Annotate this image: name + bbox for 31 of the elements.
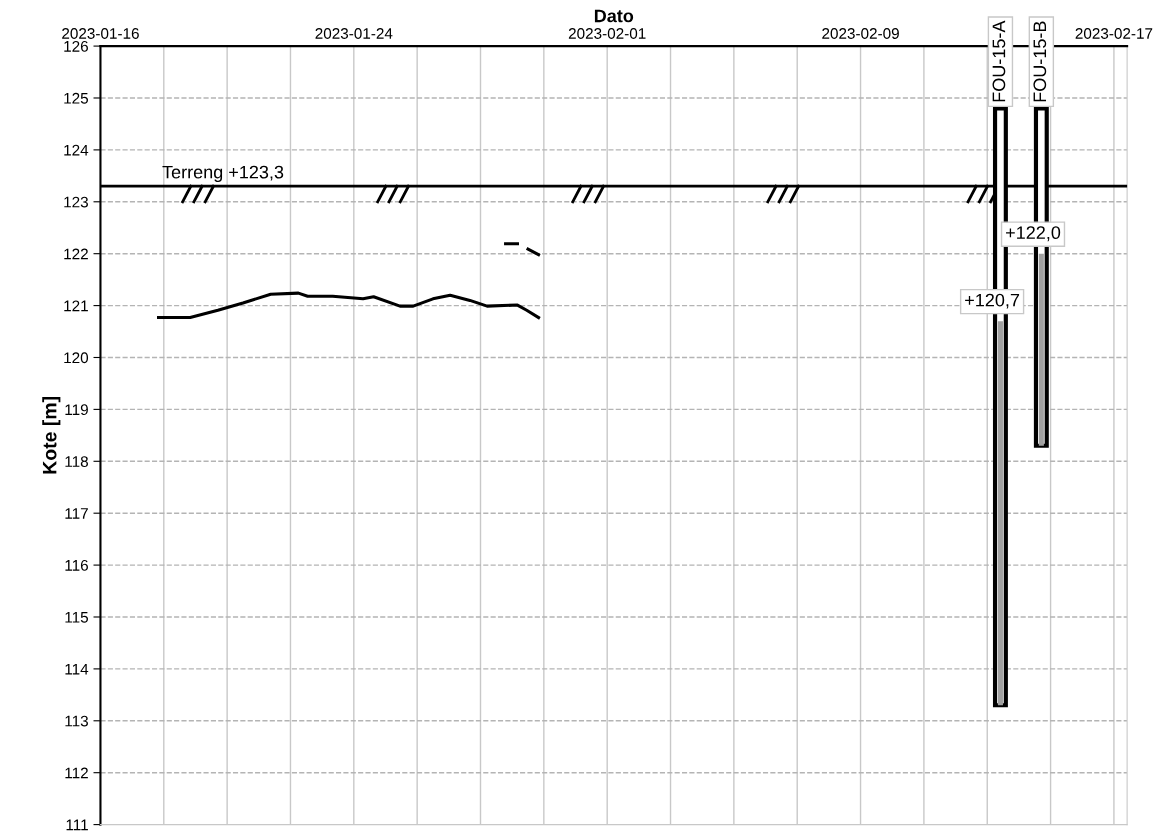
y-tick-label: 114 xyxy=(65,663,89,675)
ref-line-label: Terreng +123,3 xyxy=(162,165,284,183)
y-tick-label: 118 xyxy=(65,456,88,467)
y-tick-label: 123 xyxy=(64,196,88,208)
y-tick-label: 124 xyxy=(64,144,89,156)
bar xyxy=(1038,253,1044,446)
x-tick-label: 2023-01-16 xyxy=(62,28,139,39)
data-label: +120,7 xyxy=(965,293,1020,309)
data-label: +122,0 xyxy=(1006,226,1061,242)
y-tick-label: 125 xyxy=(64,92,88,104)
bar xyxy=(997,321,1003,706)
x-tick-label: 2023-02-17 xyxy=(1075,28,1153,39)
y-tick-label: 117 xyxy=(65,508,88,519)
y-tick-label: 115 xyxy=(65,612,88,623)
y-tick-label: 113 xyxy=(65,715,88,727)
y-axis-title: Kote [m] xyxy=(42,397,61,474)
x-tick-label: 2023-01-24 xyxy=(315,28,393,39)
y-tick-label: 126 xyxy=(64,40,88,52)
x-tick-label: 2023-02-09 xyxy=(822,28,899,39)
x-tick-label: 2023-02-01 xyxy=(568,28,646,39)
y-tick-label: 111 xyxy=(66,819,88,831)
y-tick-label: 112 xyxy=(65,767,88,779)
annotation: FOU-15-A xyxy=(992,20,1006,102)
y-tick-label: 116 xyxy=(65,559,88,571)
y-tick-label: 122 xyxy=(64,248,88,260)
y-tick-label: 120 xyxy=(64,352,89,364)
line-series xyxy=(156,291,541,320)
y-tick-label: 121 xyxy=(64,300,88,312)
y-tick-label: 119 xyxy=(65,404,88,416)
annotation: FOU-15-B xyxy=(1033,21,1047,102)
x-axis-title: Dato xyxy=(594,9,634,23)
